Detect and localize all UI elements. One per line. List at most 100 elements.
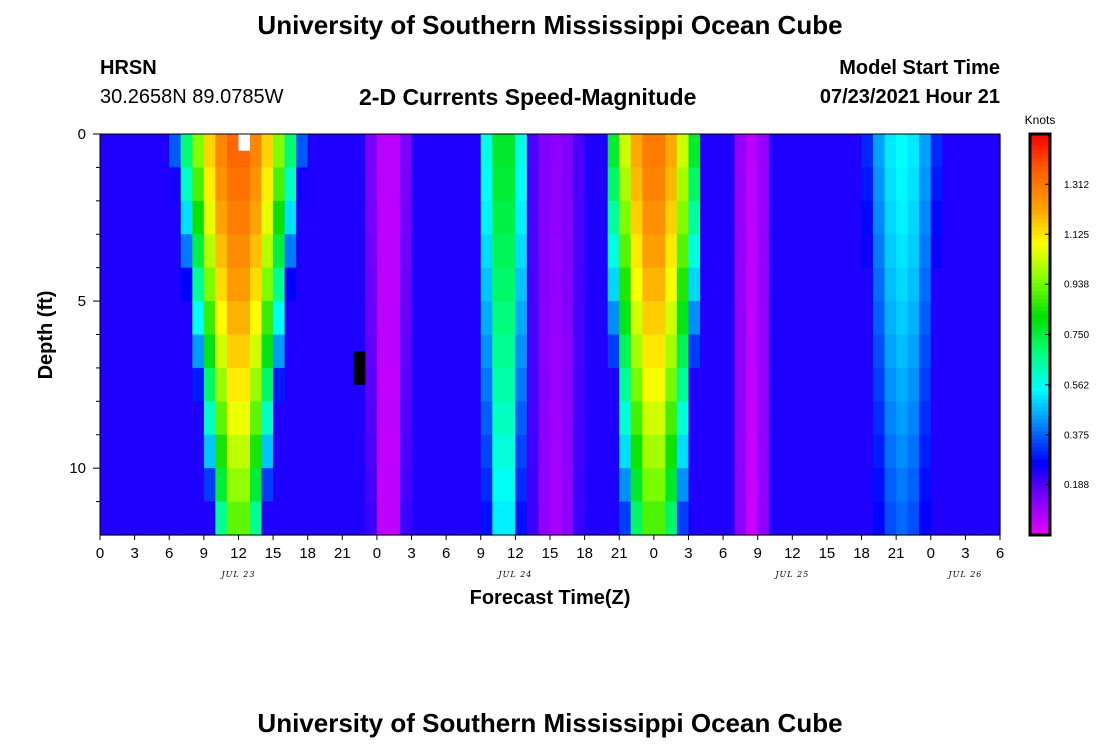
heat-cell xyxy=(342,334,355,369)
colorbar-segment xyxy=(1030,450,1050,456)
heat-cell xyxy=(757,501,770,536)
heat-cell xyxy=(342,234,355,269)
heat-cell xyxy=(123,334,136,369)
heat-cell xyxy=(203,301,216,336)
heat-cell xyxy=(273,234,286,269)
heat-cell xyxy=(492,200,505,235)
colorbar-segment xyxy=(1030,494,1050,500)
heat-cell xyxy=(123,501,136,536)
heat-cell xyxy=(757,434,770,469)
heat-cell xyxy=(584,301,597,336)
model-start-label: Model Start Time xyxy=(839,57,1000,79)
heat-cell xyxy=(376,367,390,402)
heat-cell xyxy=(342,167,355,202)
heat-cell xyxy=(550,501,563,536)
heat-cell xyxy=(561,501,574,536)
heat-cell xyxy=(423,434,436,469)
colorbar-segment xyxy=(1030,490,1050,496)
heat-cell xyxy=(653,167,666,202)
heat-cell xyxy=(619,468,632,503)
heat-cell xyxy=(907,301,920,336)
heat-cell xyxy=(642,200,655,235)
heat-cell xyxy=(123,468,136,503)
heat-cell xyxy=(296,267,309,302)
heat-cell xyxy=(769,334,782,369)
x-tick-label: 12 xyxy=(784,545,801,562)
heat-cell xyxy=(803,134,816,169)
heat-cell xyxy=(953,200,966,235)
heat-cell xyxy=(100,501,113,536)
heat-cell xyxy=(319,334,332,369)
heat-cell xyxy=(630,401,643,436)
heat-cell xyxy=(550,468,563,503)
heat-cell xyxy=(965,234,978,269)
heat-cell xyxy=(250,434,263,469)
heat-cell xyxy=(700,167,713,202)
heat-cell xyxy=(607,200,620,235)
heat-cell xyxy=(665,267,678,302)
heat-cell xyxy=(596,334,609,369)
heat-cell xyxy=(215,167,228,202)
heat-cell xyxy=(261,334,274,369)
heat-cell xyxy=(850,167,863,202)
heat-cell xyxy=(273,401,286,436)
heat-cell xyxy=(630,434,643,469)
heat-cell xyxy=(619,367,632,402)
heat-cell xyxy=(100,167,113,202)
heat-cell xyxy=(273,468,286,503)
heat-cell xyxy=(930,301,943,336)
heat-cell xyxy=(319,434,332,469)
heat-cell xyxy=(976,501,990,536)
heat-cell xyxy=(411,334,424,369)
heat-cell xyxy=(134,401,147,436)
heat-cell xyxy=(423,367,436,402)
heat-cell xyxy=(596,234,609,269)
heat-cell xyxy=(411,234,424,269)
heat-cell xyxy=(907,267,920,302)
heat-cell xyxy=(815,468,828,503)
heat-cell xyxy=(503,200,516,235)
heat-cell xyxy=(434,267,447,302)
heat-cell xyxy=(642,401,655,436)
heat-cell xyxy=(826,367,840,402)
x-date-label: JUL 25 xyxy=(773,570,809,579)
heat-cell xyxy=(780,267,793,302)
heat-cell xyxy=(988,167,1001,202)
heat-cell xyxy=(746,401,759,436)
heat-cell xyxy=(134,267,147,302)
heat-cell xyxy=(192,334,205,369)
colorbar-segment xyxy=(1030,470,1050,476)
colorbar-segment xyxy=(1030,486,1050,492)
heat-cell xyxy=(157,501,170,536)
heat-cell xyxy=(434,134,447,169)
heat-cell xyxy=(238,167,251,202)
heat-cell xyxy=(423,234,436,269)
heat-cell xyxy=(676,267,690,302)
heat-cell xyxy=(896,501,909,536)
heat-cell xyxy=(307,334,320,369)
heat-cell xyxy=(526,234,540,269)
heat-cell xyxy=(157,468,170,503)
heat-cell xyxy=(965,200,978,235)
heat-cell xyxy=(780,301,793,336)
heat-cell xyxy=(734,401,747,436)
heat-cell xyxy=(146,234,159,269)
colorbar-segment xyxy=(1030,158,1050,163)
heat-cell xyxy=(919,267,932,302)
heat-cell xyxy=(573,167,586,202)
colorbar-segment xyxy=(1030,382,1050,388)
chart-subtitle: 2-D Currents Speed-Magnitude xyxy=(359,84,697,110)
heat-cell xyxy=(942,200,955,235)
heat-cell xyxy=(123,301,136,336)
heat-cell xyxy=(815,401,828,436)
colorbar-segment xyxy=(1030,318,1050,323)
heat-cell xyxy=(146,401,159,436)
heat-cell xyxy=(515,134,528,169)
heat-cell xyxy=(446,234,459,269)
heat-cell xyxy=(665,434,678,469)
heat-cell xyxy=(342,267,355,302)
heat-cell xyxy=(676,434,690,469)
colorbar-segment xyxy=(1030,454,1050,460)
heat-cell xyxy=(665,334,678,369)
heat-cell xyxy=(861,334,874,369)
